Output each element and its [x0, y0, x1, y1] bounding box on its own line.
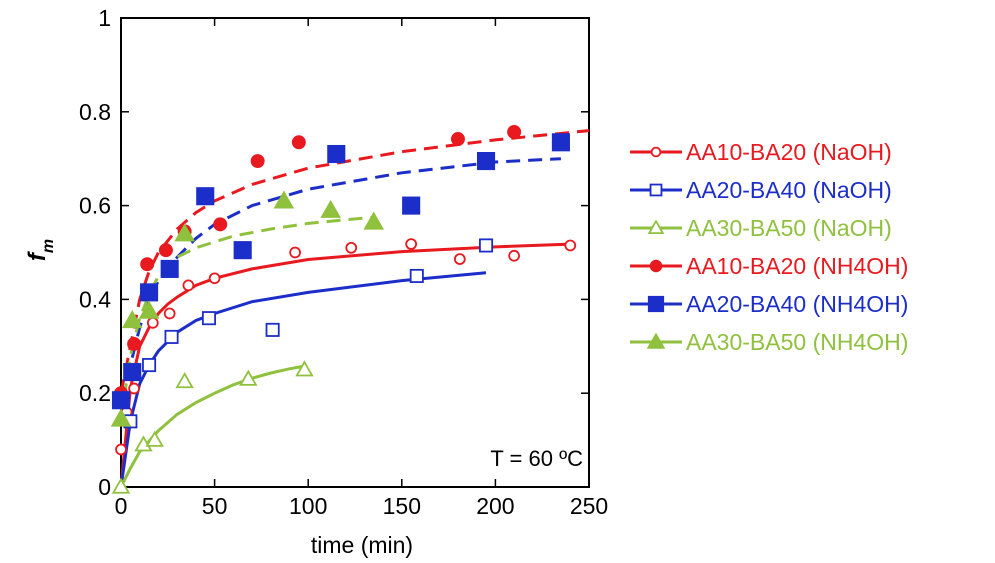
- data-point: [158, 243, 173, 258]
- data-point: [140, 283, 159, 302]
- fit-line: [119, 242, 571, 488]
- data-point: [110, 408, 132, 427]
- data-point: [453, 253, 466, 265]
- data-point: [564, 239, 577, 252]
- data-point: [289, 246, 301, 259]
- legend-marker: [647, 219, 665, 235]
- legend-label: AA10-BA20 (NH4OH): [686, 253, 908, 279]
- legend-label: AA10-BA20 (NaOH): [686, 139, 892, 165]
- data-point: [111, 391, 131, 410]
- data-point: [273, 190, 295, 209]
- data-point: [239, 369, 258, 386]
- data-point: [479, 238, 494, 253]
- y-tick-label: 0: [98, 474, 111, 500]
- data-point: [115, 443, 127, 456]
- data-point: [174, 223, 195, 242]
- data-point: [163, 307, 176, 320]
- data-point: [123, 363, 142, 382]
- y-tick-label: 0.8: [79, 99, 111, 125]
- data-point: [295, 360, 314, 377]
- data-point: [363, 211, 385, 230]
- legend: AA10-BA20 (NaOH) AA20-BA40 (NaOH) AA30-BA5…: [630, 139, 908, 355]
- fit-line: [119, 157, 561, 401]
- x-tick-label: 250: [570, 493, 608, 519]
- x-tick-label: 50: [202, 493, 228, 519]
- y-axis-title-main: f: [24, 251, 51, 261]
- y-tick-label: 0.2: [79, 380, 111, 406]
- y-tick-label: 0.6: [79, 193, 111, 219]
- data-point: [145, 430, 164, 447]
- data-point: [250, 154, 265, 169]
- data-point: [121, 310, 143, 329]
- data-point: [127, 336, 142, 351]
- fit-line: [119, 365, 303, 488]
- x-tick-label: 150: [383, 493, 421, 519]
- data-point: [508, 249, 520, 262]
- legend-marker: [649, 183, 663, 197]
- legend-label: AA30-BA50 (NH4OH): [686, 329, 908, 355]
- fit-line: [119, 129, 590, 394]
- data-point: [291, 135, 306, 150]
- data-point: [213, 217, 228, 232]
- data-point: [128, 382, 140, 395]
- y-tick-label: 0.4: [79, 286, 111, 312]
- data-point: [233, 241, 252, 260]
- legend-label: AA20-BA40 (NaOH): [686, 177, 892, 203]
- x-tick-label: 0: [115, 493, 128, 519]
- data-point: [320, 199, 341, 218]
- data-point: [196, 187, 215, 206]
- fit-lines: [119, 129, 590, 488]
- x-axis-title: time (min): [311, 532, 413, 558]
- data-point: [175, 372, 194, 389]
- fit-line: [119, 271, 487, 488]
- data-point: [402, 196, 421, 215]
- data-point: [265, 322, 280, 337]
- plot-frame: [120, 17, 590, 488]
- x-tick-label: 200: [476, 493, 514, 519]
- data-point: [164, 329, 179, 344]
- legend-marker: [647, 295, 665, 313]
- legend-label: AA30-BA50 (NaOH): [686, 215, 892, 241]
- data-point: [208, 272, 221, 285]
- data-point: [182, 279, 195, 292]
- data-point: [551, 133, 570, 152]
- data-point: [327, 144, 346, 164]
- data-point: [476, 151, 496, 171]
- axis-ticks: 0 50 100 150 200 250 0 0.2 0.4 0.6 0.8 1: [79, 5, 608, 519]
- y-axis-title-subscript: m: [40, 239, 57, 253]
- data-point: [138, 300, 160, 319]
- legend-marker: [650, 146, 662, 158]
- legend-label: AA20-BA40 (NH4OH): [686, 291, 908, 317]
- data-point: [507, 124, 522, 139]
- x-tick-label: 100: [289, 493, 327, 519]
- data-point: [140, 257, 155, 272]
- data-point: [160, 259, 179, 278]
- data-point: [111, 477, 131, 494]
- legend-marker: [646, 332, 666, 349]
- temperature-annotation: T = 60 ºC: [490, 446, 583, 471]
- legend-marker: [649, 259, 663, 273]
- data-point: [146, 316, 159, 329]
- data-points: [110, 124, 577, 494]
- y-axis-title: fm: [24, 239, 57, 261]
- data-point: [405, 238, 418, 250]
- data-point: [409, 268, 424, 283]
- data-point: [450, 132, 465, 146]
- data-point: [142, 358, 157, 373]
- data-point: [201, 311, 217, 326]
- data-point: [345, 241, 358, 254]
- y-tick-label: 1: [98, 5, 111, 31]
